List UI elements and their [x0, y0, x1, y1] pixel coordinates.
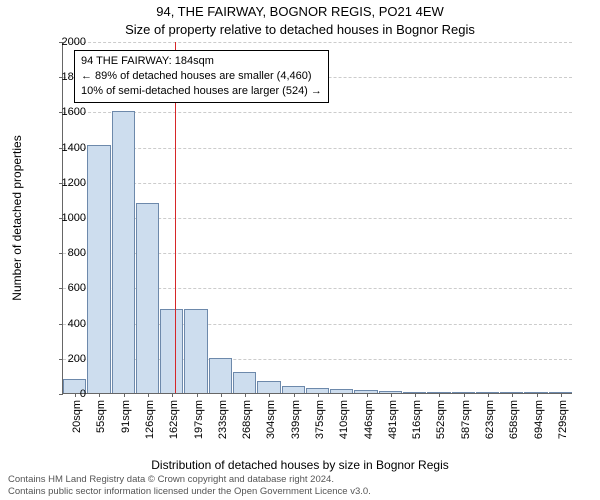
- footer-line2: Contains public sector information licen…: [8, 486, 371, 498]
- gridline-h: [63, 42, 572, 43]
- ytick-label: 1000: [46, 212, 86, 224]
- chart-title-line2: Size of property relative to detached ho…: [0, 22, 600, 37]
- histogram-bar: [233, 372, 256, 393]
- xtick-label: 304sqm: [265, 400, 277, 445]
- xtick-mark: [561, 393, 562, 397]
- histogram-bar: [209, 358, 232, 393]
- xtick-label: 516sqm: [411, 400, 423, 445]
- xtick-label: 587sqm: [460, 400, 472, 445]
- xtick-label: 623sqm: [484, 400, 496, 445]
- xtick-label: 91sqm: [120, 400, 132, 445]
- xtick-mark: [415, 393, 416, 397]
- xtick-mark: [245, 393, 246, 397]
- xtick-mark: [221, 393, 222, 397]
- xtick-mark: [172, 393, 173, 397]
- xtick-label: 694sqm: [533, 400, 545, 445]
- histogram-bar: [112, 111, 135, 393]
- xtick-mark: [488, 393, 489, 397]
- xtick-mark: [124, 393, 125, 397]
- ytick-label: 0: [46, 388, 86, 400]
- xtick-mark: [318, 393, 319, 397]
- xtick-label: 729sqm: [557, 400, 569, 445]
- annotation-line3: 10% of semi-detached houses are larger (…: [81, 84, 322, 99]
- xtick-mark: [391, 393, 392, 397]
- xtick-label: 375sqm: [314, 400, 326, 445]
- xtick-mark: [99, 393, 100, 397]
- ytick-label: 200: [46, 353, 86, 365]
- ytick-label: 1200: [46, 177, 86, 189]
- histogram-bar: [160, 309, 183, 393]
- gridline-h: [63, 183, 572, 184]
- annotation-line1: 94 THE FAIRWAY: 184sqm: [81, 54, 322, 69]
- xtick-label: 481sqm: [387, 400, 399, 445]
- xtick-label: 410sqm: [338, 400, 350, 445]
- xtick-mark: [197, 393, 198, 397]
- xtick-label: 197sqm: [193, 400, 205, 445]
- annotation-box: 94 THE FAIRWAY: 184sqm← 89% of detached …: [74, 50, 329, 103]
- footer-attribution: Contains HM Land Registry data © Crown c…: [8, 474, 371, 498]
- xtick-label: 126sqm: [144, 400, 156, 445]
- gridline-h: [63, 148, 572, 149]
- histogram-bar: [257, 381, 280, 393]
- ytick-label: 400: [46, 318, 86, 330]
- xtick-label: 20sqm: [71, 400, 83, 445]
- xtick-mark: [294, 393, 295, 397]
- xtick-label: 339sqm: [290, 400, 302, 445]
- xtick-label: 552sqm: [435, 400, 447, 445]
- annotation-line2: ← 89% of detached houses are smaller (4,…: [81, 69, 322, 84]
- xtick-label: 658sqm: [508, 400, 520, 445]
- xtick-mark: [537, 393, 538, 397]
- xtick-label: 446sqm: [363, 400, 375, 445]
- xtick-label: 162sqm: [168, 400, 180, 445]
- histogram-bar: [87, 145, 110, 393]
- histogram-bar: [184, 309, 207, 393]
- xtick-mark: [512, 393, 513, 397]
- xtick-label: 55sqm: [95, 400, 107, 445]
- x-axis-label: Distribution of detached houses by size …: [0, 458, 600, 472]
- y-axis-label: Number of detached properties: [10, 135, 24, 300]
- footer-line1: Contains HM Land Registry data © Crown c…: [8, 474, 371, 486]
- xtick-mark: [148, 393, 149, 397]
- ytick-label: 600: [46, 282, 86, 294]
- histogram-bar: [136, 203, 159, 393]
- xtick-label: 268sqm: [241, 400, 253, 445]
- xtick-mark: [269, 393, 270, 397]
- histogram-bar: [282, 386, 305, 393]
- xtick-mark: [367, 393, 368, 397]
- ytick-label: 800: [46, 247, 86, 259]
- ytick-label: 1600: [46, 106, 86, 118]
- ytick-label: 2000: [46, 36, 86, 48]
- chart-title-line1: 94, THE FAIRWAY, BOGNOR REGIS, PO21 4EW: [0, 4, 600, 19]
- xtick-label: 233sqm: [217, 400, 229, 445]
- xtick-mark: [439, 393, 440, 397]
- xtick-mark: [464, 393, 465, 397]
- xtick-mark: [342, 393, 343, 397]
- ytick-label: 1400: [46, 142, 86, 154]
- gridline-h: [63, 112, 572, 113]
